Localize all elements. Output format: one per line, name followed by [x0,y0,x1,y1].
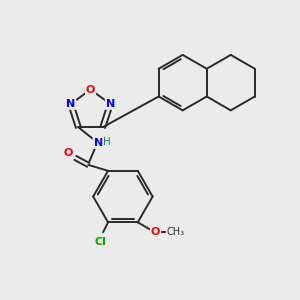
Text: Cl: Cl [94,237,106,247]
Text: N: N [106,99,115,109]
Text: N: N [66,99,75,109]
Text: H: H [103,137,111,147]
Text: CH₃: CH₃ [167,227,184,237]
Text: N: N [94,138,103,148]
Text: O: O [151,227,160,237]
Text: O: O [86,85,95,94]
Text: O: O [64,148,73,158]
